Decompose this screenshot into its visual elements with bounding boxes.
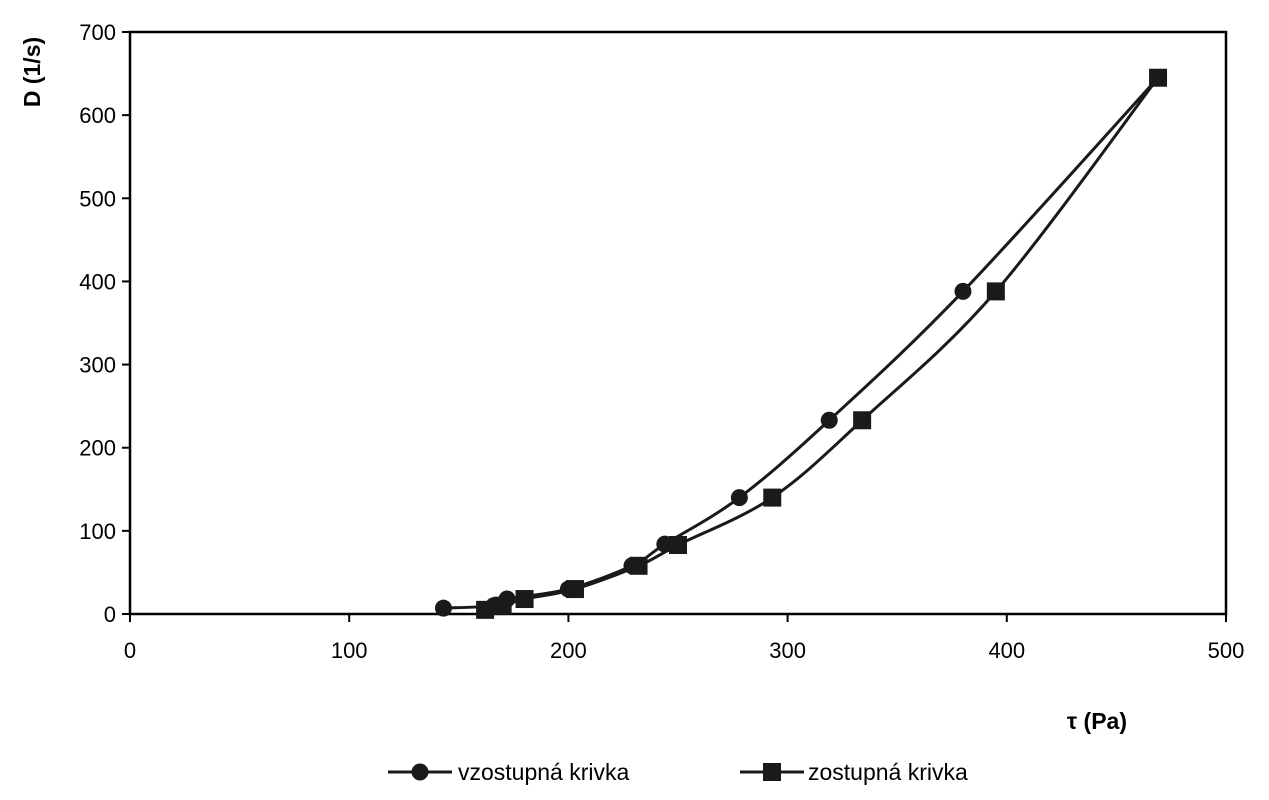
x-tick-label: 400 (988, 638, 1025, 663)
series-descending (476, 68, 1168, 619)
data-point-descending (763, 488, 782, 507)
data-point-ascending (730, 489, 748, 507)
series-line-descending (484, 76, 1160, 612)
y-tick-label: 700 (79, 20, 116, 45)
y-tick-label: 200 (79, 436, 116, 461)
y-tick-label: 100 (79, 519, 116, 544)
x-axis-ticks: 0 100 200 300 400 500 (124, 614, 1244, 663)
data-point-ascending (954, 282, 972, 300)
data-point-descending (629, 556, 648, 575)
y-axis-title: D (1/s) (19, 37, 45, 107)
legend: vzostupná krivka zostupná krivka (388, 759, 968, 785)
x-tick-label: 100 (331, 638, 368, 663)
series-ascending (434, 69, 1167, 617)
y-tick-label: 600 (79, 103, 116, 128)
x-tick-label: 500 (1208, 638, 1245, 663)
data-point-descending (476, 600, 495, 619)
data-point-ascending (434, 599, 452, 617)
legend-marker-descending (763, 763, 781, 781)
plot-area (128, 30, 1228, 616)
series-line-ascending (443, 76, 1160, 610)
data-point-ascending (820, 411, 838, 429)
data-point-descending (986, 282, 1005, 301)
data-point-descending (515, 590, 534, 609)
y-tick-label: 500 (79, 186, 116, 211)
legend-label-descending: zostupná krivka (808, 759, 968, 785)
x-tick-label: 200 (550, 638, 587, 663)
y-axis-ticks: 0 100 200 300 400 500 600 700 (79, 20, 130, 627)
y-tick-label: 0 (104, 602, 116, 627)
data-point-descending (493, 596, 512, 615)
data-point-descending (853, 411, 872, 430)
legend-marker-ascending (411, 763, 429, 781)
series-layer (434, 68, 1168, 619)
data-point-descending (565, 580, 584, 599)
y-tick-label: 400 (79, 269, 116, 294)
x-tick-label: 300 (769, 638, 806, 663)
y-tick-label: 300 (79, 353, 116, 378)
legend-item-descending: zostupná krivka (740, 759, 968, 785)
legend-label-ascending: vzostupná krivka (458, 759, 630, 785)
data-point-descending (669, 535, 687, 554)
data-point-descending (1149, 68, 1168, 87)
x-tick-label: 0 (124, 638, 136, 663)
x-axis-title: τ (Pa) (1067, 708, 1127, 734)
legend-item-ascending: vzostupná krivka (388, 759, 630, 785)
